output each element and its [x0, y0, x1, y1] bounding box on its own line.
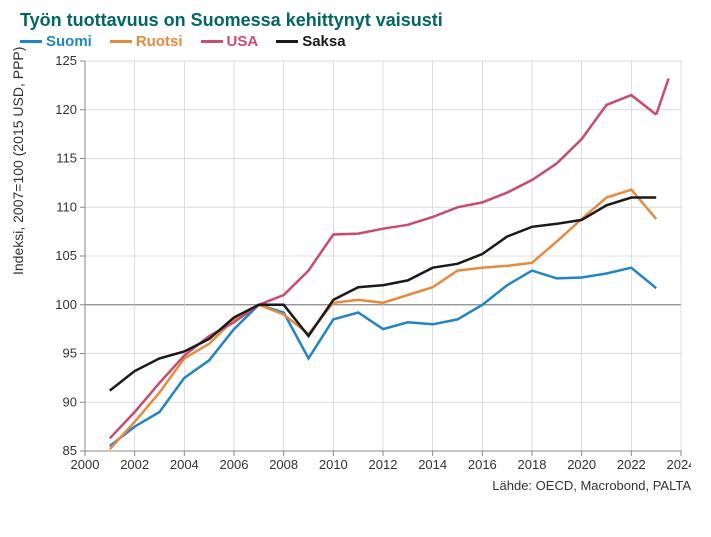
- line-chart-svg: 85 90 95 100 105 110 115 120 125 2000 2002 2004 2006…: [50, 56, 691, 476]
- svg-text:2008: 2008: [269, 457, 298, 472]
- legend-label: Ruotsi: [136, 33, 183, 50]
- svg-text:90: 90: [63, 394, 77, 409]
- svg-text:2006: 2006: [220, 457, 249, 472]
- legend-swatch: [20, 40, 42, 43]
- svg-text:115: 115: [56, 151, 77, 166]
- chart-title: Työn tuottavuus on Suomessa kehittynyt v…: [0, 0, 711, 33]
- legend-item-saksa: Saksa: [276, 33, 345, 50]
- legend: Suomi Ruotsi USA Saksa: [0, 33, 711, 56]
- svg-text:2010: 2010: [319, 457, 348, 472]
- svg-text:2014: 2014: [418, 457, 447, 472]
- svg-text:2002: 2002: [120, 457, 149, 472]
- svg-text:95: 95: [63, 346, 77, 361]
- svg-text:85: 85: [63, 443, 77, 458]
- svg-text:125: 125: [55, 56, 77, 68]
- svg-text:2000: 2000: [71, 457, 100, 472]
- svg-text:2022: 2022: [617, 457, 646, 472]
- svg-text:100: 100: [55, 297, 77, 312]
- svg-text:105: 105: [55, 248, 77, 263]
- legend-swatch: [276, 40, 298, 43]
- svg-text:110: 110: [56, 199, 77, 214]
- legend-item-suomi: Suomi: [20, 33, 92, 50]
- source-text: Lähde: OECD, Macrobond, PALTA: [0, 476, 711, 493]
- legend-label: Saksa: [302, 33, 345, 50]
- legend-swatch: [201, 40, 223, 43]
- svg-text:2024: 2024: [667, 457, 691, 472]
- legend-item-ruotsi: Ruotsi: [110, 33, 183, 50]
- legend-item-usa: USA: [201, 33, 259, 50]
- legend-swatch: [110, 40, 132, 43]
- svg-text:2020: 2020: [567, 457, 596, 472]
- legend-label: Suomi: [46, 33, 92, 50]
- svg-text:2016: 2016: [468, 457, 497, 472]
- svg-text:2018: 2018: [518, 457, 547, 472]
- y-axis-label: Indeksi, 2007=100 (2015 USD, PPP): [10, 47, 26, 275]
- legend-label: USA: [227, 33, 259, 50]
- svg-text:2004: 2004: [170, 457, 199, 472]
- svg-text:120: 120: [55, 102, 77, 117]
- chart-area: 85 90 95 100 105 110 115 120 125 2000 2002 2004 2006…: [50, 56, 691, 476]
- svg-text:2012: 2012: [369, 457, 398, 472]
